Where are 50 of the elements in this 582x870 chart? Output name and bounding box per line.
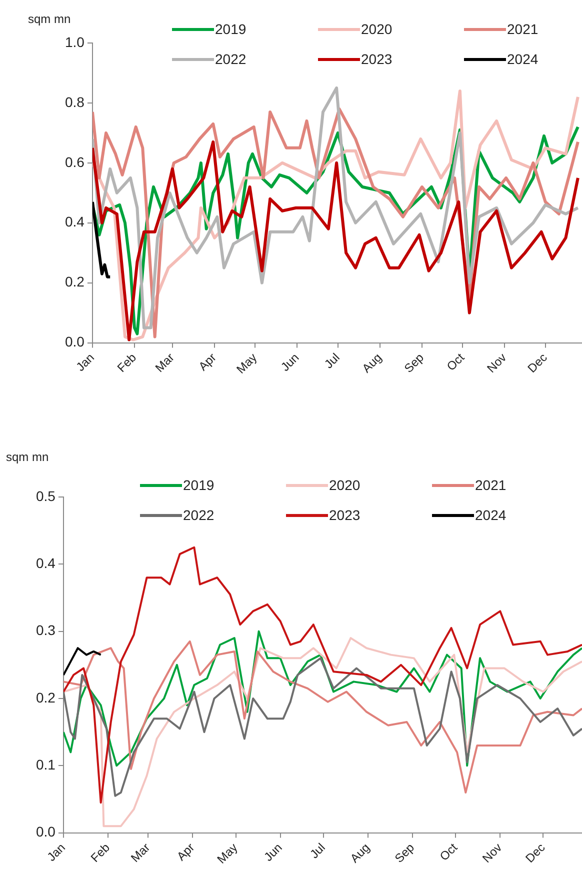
x-tick-label: Aug bbox=[347, 840, 372, 866]
legend-label: 2019 bbox=[215, 21, 246, 37]
y-tick-label: 0.2 bbox=[36, 689, 56, 706]
y-tick-label: 0.4 bbox=[36, 555, 56, 572]
x-tick-label: Jun bbox=[278, 350, 302, 374]
x-tick-label: Apr bbox=[174, 840, 198, 864]
x-tick-label: May bbox=[214, 840, 240, 866]
y-tick-label: 0.3 bbox=[36, 622, 56, 638]
x-tick-label: Apr bbox=[196, 350, 219, 374]
x-tick-label: Mar bbox=[128, 840, 153, 865]
y-tick-label: 0.0 bbox=[64, 334, 85, 350]
x-tick-label: Mar bbox=[152, 350, 177, 375]
legend-label: 2021 bbox=[475, 477, 506, 493]
x-tick-label: Jul bbox=[307, 840, 328, 862]
y-tick-label: 0.4 bbox=[64, 214, 85, 230]
y-axis-title: sqm mn bbox=[6, 450, 49, 464]
x-tick-label: Aug bbox=[359, 350, 384, 376]
legend-label: 2024 bbox=[475, 507, 506, 523]
y-tick-label: 0.0 bbox=[36, 824, 56, 840]
legend-label: 2022 bbox=[183, 507, 214, 523]
legend-label: 2020 bbox=[361, 21, 392, 37]
x-tick-label: Dec bbox=[522, 840, 548, 866]
x-tick-label: Oct bbox=[436, 840, 461, 864]
legend-label: 2019 bbox=[183, 477, 214, 493]
x-tick-label: Sep bbox=[401, 350, 427, 376]
x-tick-label: Nov bbox=[484, 350, 510, 376]
x-tick-label: Jul bbox=[322, 350, 342, 372]
y-tick-label: 0.2 bbox=[64, 274, 85, 290]
x-tick-label: Jun bbox=[261, 840, 285, 864]
x-tick-label: Oct bbox=[444, 350, 468, 374]
x-tick-label: Nov bbox=[480, 840, 505, 866]
x-tick-label: Jan bbox=[73, 350, 97, 374]
x-tick-label: Feb bbox=[114, 350, 140, 375]
legend-label: 2024 bbox=[507, 51, 538, 67]
x-tick-label: Sep bbox=[392, 840, 418, 866]
y-tick-label: 0.6 bbox=[64, 154, 85, 170]
legend-label: 2021 bbox=[507, 21, 538, 37]
x-tick-label: Dec bbox=[524, 350, 550, 376]
legend-label: 2020 bbox=[329, 477, 360, 493]
legend-label: 2022 bbox=[215, 51, 246, 67]
x-tick-label: Jan bbox=[44, 840, 68, 864]
legend-label: 2023 bbox=[329, 507, 360, 523]
x-tick-label: Feb bbox=[88, 840, 113, 865]
x-tick-label: May bbox=[234, 350, 260, 376]
y-axis-title: sqm mn bbox=[28, 12, 71, 26]
y-tick-label: 0.5 bbox=[36, 488, 56, 504]
legend-label: 2023 bbox=[361, 51, 392, 67]
y-tick-label: 0.1 bbox=[36, 756, 56, 772]
y-tick-label: 0.8 bbox=[64, 94, 85, 110]
y-tick-label: 1.0 bbox=[64, 34, 85, 50]
